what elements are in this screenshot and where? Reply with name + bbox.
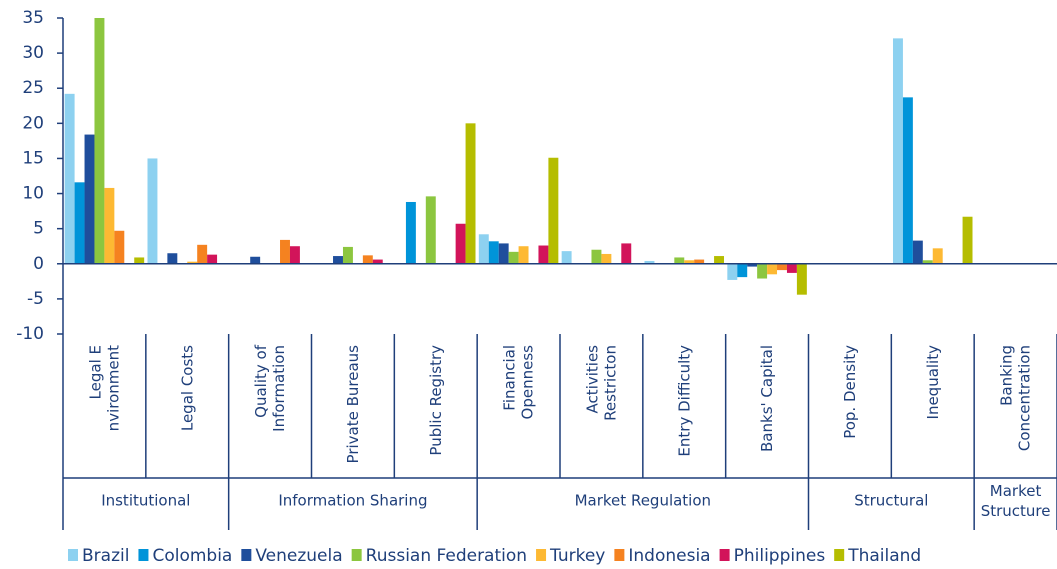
- bar: [289, 246, 300, 264]
- legend-label: Colombia: [152, 546, 232, 566]
- y-tick-label: 15: [22, 148, 44, 168]
- bar: [455, 223, 466, 264]
- bar: [777, 263, 787, 271]
- bar: [892, 38, 903, 264]
- bar: [74, 182, 85, 264]
- x-tick-label: Inequality: [923, 345, 941, 420]
- bar: [922, 260, 933, 264]
- legend-label: Brazil: [82, 546, 129, 566]
- group-label: Market Structure: [981, 482, 1051, 520]
- bar: [694, 259, 705, 264]
- bar: [250, 256, 261, 264]
- bar: [601, 253, 612, 264]
- bar: [362, 255, 373, 264]
- legend-swatch: [834, 549, 845, 561]
- group-label: Information Sharing: [278, 492, 427, 510]
- bar: [962, 216, 973, 264]
- group-label: Institutional: [101, 492, 190, 510]
- bar: [747, 263, 758, 267]
- legend-label: Venezuela: [255, 546, 342, 566]
- bar: [714, 256, 725, 264]
- bar: [757, 263, 768, 279]
- x-tick-label: ActivitiesRestricton: [583, 345, 619, 421]
- legend-label: Indonesia: [628, 546, 710, 566]
- bar: [912, 240, 923, 264]
- legend-swatch: [719, 549, 730, 561]
- bar: [727, 263, 738, 280]
- bar: [498, 243, 509, 264]
- bar: [767, 263, 778, 275]
- group-label: Market Regulation: [575, 492, 711, 510]
- x-tick-label: Private Bureaus: [343, 345, 361, 464]
- legend-swatch: [68, 549, 78, 561]
- x-tick-label: BankingConcentration: [997, 345, 1033, 451]
- bar: [280, 239, 290, 264]
- x-tick-label: Quality ofInformation: [252, 344, 288, 432]
- y-tick-label: -10: [16, 324, 44, 344]
- bar: [518, 246, 529, 264]
- legend-swatch: [138, 549, 149, 561]
- legend-label: Philippines: [734, 546, 826, 566]
- legend-swatch: [536, 549, 547, 561]
- y-tick-label: 5: [33, 219, 44, 239]
- bar: [644, 260, 655, 264]
- bar: [84, 134, 95, 264]
- x-tick-label: Public Registry: [426, 345, 444, 456]
- bar: [488, 241, 499, 264]
- bar: [372, 259, 383, 264]
- legend-swatch: [614, 549, 625, 561]
- bar: [405, 201, 416, 264]
- bar: [561, 251, 572, 264]
- bar: [187, 261, 198, 264]
- x-tick-label: Pop. Density: [840, 345, 858, 439]
- bar: [508, 251, 519, 264]
- bar: [134, 257, 145, 264]
- y-tick-label: 35: [22, 8, 44, 28]
- y-tick-label: 25: [22, 78, 44, 98]
- bar: [342, 246, 353, 264]
- bar: [333, 256, 343, 264]
- bar: [197, 244, 208, 264]
- bar: [114, 230, 125, 264]
- bar: [932, 248, 943, 264]
- y-tick-label: -5: [27, 289, 44, 309]
- bar: [796, 263, 807, 295]
- bar: [548, 157, 559, 264]
- bar: [621, 243, 632, 264]
- bar: [786, 263, 797, 273]
- y-tick-label: 20: [22, 113, 44, 133]
- legend-label: Russian Federation: [366, 546, 527, 566]
- x-tick-label: Legal Environment: [86, 345, 122, 431]
- x-tick-label: Entry Difficulty: [675, 345, 693, 457]
- bar: [684, 260, 695, 264]
- legend-swatch: [351, 549, 362, 561]
- bar: [538, 245, 549, 264]
- legend-swatch: [241, 549, 252, 561]
- bar: [94, 18, 105, 264]
- x-tick-label: Legal Costs: [178, 345, 196, 431]
- y-tick-label: 10: [22, 184, 44, 204]
- legend-label: Turkey: [549, 546, 605, 566]
- bar: [465, 123, 476, 264]
- bar: [478, 234, 489, 264]
- bar: [104, 187, 115, 264]
- bar: [167, 253, 178, 264]
- x-tick-label: Banks' Capital: [758, 345, 776, 452]
- group-label: Structural: [854, 492, 928, 510]
- bar: [207, 254, 218, 264]
- bar: [147, 158, 158, 264]
- bar: [64, 93, 75, 264]
- bar: [425, 196, 436, 264]
- y-tick-label: 0: [33, 254, 44, 274]
- x-tick-label: FinancialOpenness: [500, 345, 536, 420]
- bar: [737, 263, 748, 278]
- y-tick-label: 30: [22, 43, 44, 63]
- legend-label: Thailand: [847, 546, 921, 566]
- bar: [674, 257, 685, 264]
- bar: [902, 97, 913, 264]
- bar: [591, 249, 602, 264]
